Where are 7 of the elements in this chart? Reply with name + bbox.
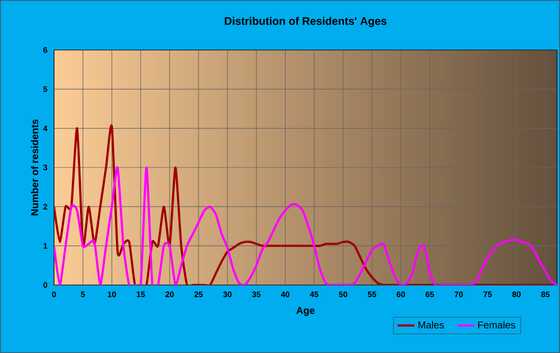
x-axis-title: Age — [296, 307, 315, 316]
chart-title: Distribution of Residents' Ages — [224, 16, 386, 28]
line-series — [54, 166, 558, 285]
legend-label: Females — [478, 321, 516, 328]
y-axis-title: Number of residents — [30, 119, 38, 216]
legend-label: Males — [418, 321, 444, 328]
line-series — [54, 125, 558, 285]
